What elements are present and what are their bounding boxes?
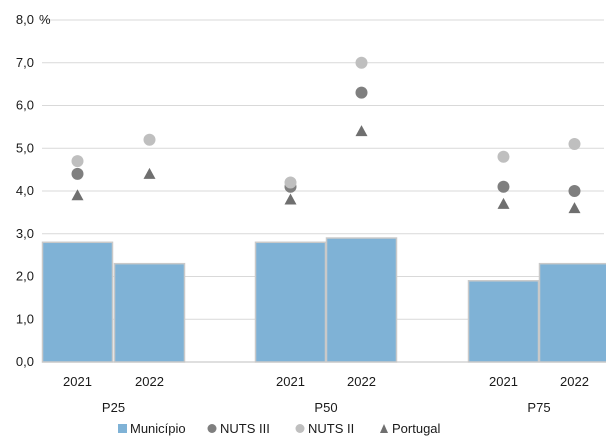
x-tick-label: 2022 bbox=[135, 374, 164, 389]
marker-portugal bbox=[143, 167, 156, 179]
bar-municipio bbox=[467, 280, 540, 363]
y-tick-label: 1,0 bbox=[16, 311, 34, 326]
x-tick-label: 2021 bbox=[63, 374, 92, 389]
marker-portugal bbox=[355, 125, 368, 137]
marker-nuts-iii bbox=[568, 185, 581, 197]
marker-nuts-ii bbox=[355, 56, 368, 69]
legend-symbol-nuts-ii bbox=[295, 424, 305, 433]
bar-municipio bbox=[113, 262, 186, 363]
y-tick-label: 2,0 bbox=[16, 269, 34, 284]
bar-municipio bbox=[254, 241, 327, 363]
marker-nuts-ii bbox=[143, 133, 156, 146]
y-tick-label: 6,0 bbox=[16, 98, 34, 113]
x-group-label: P25 bbox=[102, 400, 125, 415]
x-group-label: P75 bbox=[527, 400, 550, 415]
legend-label: NUTS III bbox=[220, 421, 270, 436]
marker-nuts-ii bbox=[568, 137, 581, 150]
unit-label: % bbox=[39, 12, 51, 27]
marker-nuts-ii bbox=[284, 176, 297, 189]
marker-nuts-ii bbox=[71, 155, 84, 168]
marker-portugal bbox=[71, 189, 84, 201]
y-axis-ticks: 0,0 1,0 2,0 3,0 4,0 5,0 6,0 7,0 8,0 bbox=[16, 12, 34, 369]
marker-portugal bbox=[284, 193, 297, 205]
x-tick-label: 2022 bbox=[560, 374, 589, 389]
x-group-label: P50 bbox=[314, 400, 337, 415]
marker-nuts-iii bbox=[355, 86, 368, 99]
legend-label: NUTS II bbox=[308, 421, 354, 436]
legend-symbol-portugal bbox=[380, 424, 388, 433]
legend-symbol-município bbox=[118, 424, 127, 433]
y-tick-label: 5,0 bbox=[16, 140, 34, 155]
legend-label: Portugal bbox=[392, 421, 441, 436]
markers bbox=[71, 56, 581, 214]
marker-nuts-iii bbox=[497, 180, 510, 193]
legend-label: Município bbox=[130, 421, 186, 436]
bar-municipio bbox=[538, 262, 606, 363]
bar-municipio bbox=[325, 237, 398, 363]
x-tick-label: 2021 bbox=[489, 374, 518, 389]
bars bbox=[41, 237, 606, 363]
x-tick-label: 2021 bbox=[276, 374, 305, 389]
y-tick-label: 3,0 bbox=[16, 226, 34, 241]
x-axis-categories: 2021 2022 2021 2022 2021 2022 P25 P50 P75 bbox=[63, 374, 589, 415]
marker-portugal bbox=[568, 202, 581, 214]
marker-nuts-ii bbox=[497, 150, 510, 163]
bar-municipio bbox=[41, 241, 114, 363]
y-tick-label: 4,0 bbox=[16, 183, 34, 198]
legend-symbol-nuts-iii bbox=[207, 424, 217, 433]
marker-portugal bbox=[497, 197, 510, 209]
marker-nuts-iii bbox=[71, 167, 84, 180]
legend: Município NUTS III NUTS II Portugal bbox=[118, 421, 441, 436]
x-tick-label: 2022 bbox=[347, 374, 376, 389]
y-tick-label: 0,0 bbox=[16, 354, 34, 369]
y-tick-label: 8,0 bbox=[16, 12, 34, 27]
y-tick-label: 7,0 bbox=[16, 55, 34, 70]
